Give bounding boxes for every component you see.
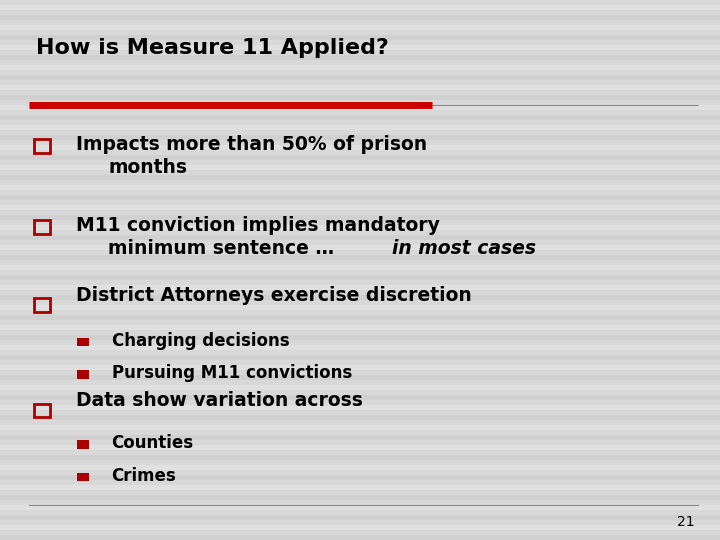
- Bar: [0, 275, 720, 280]
- Bar: [0, 465, 720, 470]
- Bar: [0, 125, 720, 130]
- Bar: [0, 355, 720, 360]
- Bar: [0, 135, 720, 140]
- Text: Data show variation across: Data show variation across: [76, 392, 362, 410]
- Bar: [34, 220, 50, 233]
- Bar: [0, 285, 720, 290]
- Bar: [0, 25, 720, 30]
- Text: M11 conviction implies mandatory: M11 conviction implies mandatory: [76, 216, 439, 235]
- Bar: [0, 375, 720, 380]
- Bar: [0, 105, 720, 110]
- Bar: [0, 315, 720, 320]
- Bar: [0, 35, 720, 40]
- Bar: [0, 15, 720, 20]
- Bar: [0, 475, 720, 480]
- Bar: [0, 325, 720, 330]
- Text: Charging decisions: Charging decisions: [112, 332, 289, 350]
- Bar: [77, 338, 89, 346]
- Text: months: months: [108, 158, 187, 177]
- Bar: [34, 139, 50, 152]
- Bar: [0, 215, 720, 220]
- Bar: [77, 441, 89, 449]
- Bar: [0, 365, 720, 370]
- Bar: [34, 404, 50, 417]
- Bar: [0, 235, 720, 240]
- Bar: [0, 55, 720, 60]
- Bar: [0, 495, 720, 500]
- Bar: [0, 45, 720, 50]
- Bar: [0, 405, 720, 410]
- Bar: [0, 445, 720, 450]
- Bar: [0, 515, 720, 520]
- Bar: [0, 255, 720, 260]
- Text: How is Measure 11 Applied?: How is Measure 11 Applied?: [36, 38, 389, 58]
- Bar: [0, 85, 720, 90]
- Bar: [0, 165, 720, 170]
- Bar: [0, 65, 720, 70]
- Bar: [0, 155, 720, 160]
- Bar: [77, 473, 89, 481]
- Bar: [0, 505, 720, 510]
- Text: Impacts more than 50% of prison: Impacts more than 50% of prison: [76, 135, 427, 154]
- Text: Counties: Counties: [112, 434, 194, 453]
- Bar: [0, 115, 720, 120]
- Bar: [34, 298, 50, 312]
- Bar: [0, 175, 720, 180]
- Bar: [0, 265, 720, 270]
- Bar: [0, 195, 720, 200]
- Bar: [0, 385, 720, 390]
- Bar: [0, 435, 720, 440]
- Bar: [0, 185, 720, 190]
- Bar: [0, 305, 720, 310]
- Text: 21: 21: [678, 515, 695, 529]
- Bar: [0, 295, 720, 300]
- Bar: [0, 395, 720, 400]
- Bar: [0, 75, 720, 80]
- Bar: [0, 525, 720, 530]
- Bar: [0, 205, 720, 210]
- Bar: [0, 345, 720, 350]
- Bar: [0, 455, 720, 460]
- Bar: [0, 535, 720, 540]
- Text: District Attorneys exercise discretion: District Attorneys exercise discretion: [76, 286, 472, 305]
- Bar: [0, 425, 720, 430]
- Bar: [0, 485, 720, 490]
- Bar: [0, 415, 720, 420]
- Text: Crimes: Crimes: [112, 467, 176, 485]
- Bar: [0, 335, 720, 340]
- Text: Pursuing M11 convictions: Pursuing M11 convictions: [112, 364, 352, 382]
- Bar: [0, 5, 720, 10]
- Text: in most cases: in most cases: [392, 239, 536, 258]
- Bar: [0, 145, 720, 150]
- Bar: [77, 370, 89, 379]
- Bar: [0, 95, 720, 100]
- Bar: [0, 245, 720, 250]
- Text: minimum sentence …: minimum sentence …: [108, 239, 341, 258]
- Bar: [0, 225, 720, 230]
